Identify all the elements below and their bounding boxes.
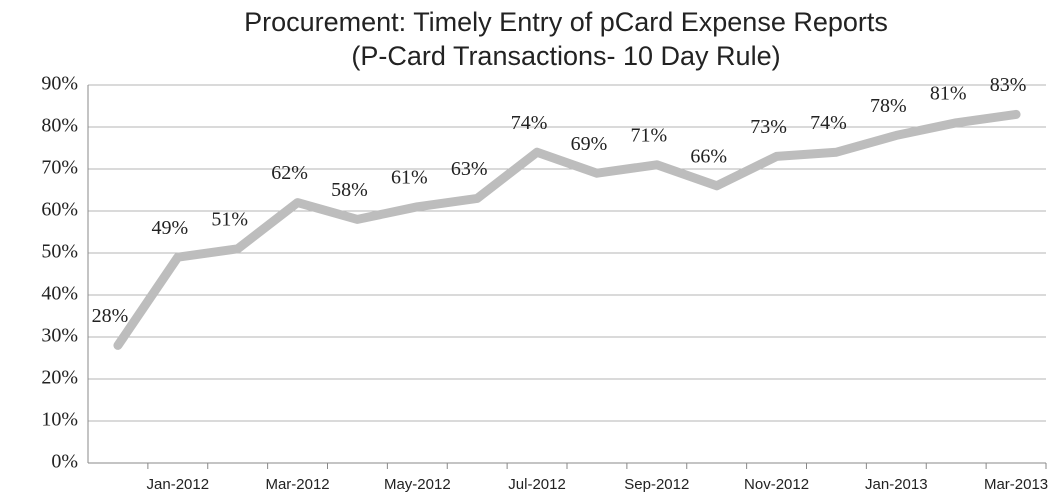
y-tick-label: 70% [41, 157, 78, 179]
y-tick-label: 80% [41, 115, 78, 137]
data-label: 81% [930, 82, 967, 104]
y-tick-label: 40% [41, 283, 78, 305]
x-tick-label: Mar-2013 [984, 476, 1048, 493]
data-label: 63% [451, 158, 488, 180]
x-tick-label: Jan-2013 [865, 476, 928, 493]
data-label: 74% [810, 112, 847, 134]
y-tick-label: 60% [41, 199, 78, 221]
data-label: 73% [750, 116, 787, 138]
data-label: 83% [990, 74, 1027, 96]
data-label: 71% [630, 124, 667, 146]
data-label: 51% [211, 208, 248, 230]
data-label: 28% [92, 305, 129, 327]
y-tick-label: 90% [41, 73, 78, 95]
x-tick-label: May-2012 [384, 476, 451, 493]
chart-subtitle: (P-Card Transactions- 10 Day Rule) [351, 41, 780, 71]
data-label: 62% [271, 162, 308, 184]
x-tick-label: Nov-2012 [744, 476, 809, 493]
data-label: 74% [511, 112, 548, 134]
y-tick-label: 30% [41, 325, 78, 347]
y-tick-label: 10% [41, 409, 78, 431]
line [113, 109, 1021, 350]
x-tick-label: Mar-2012 [265, 476, 329, 493]
x-tick-label: Jul-2012 [508, 476, 566, 493]
y-tick-label: 20% [41, 367, 78, 389]
y-tick-label: 0% [51, 451, 78, 473]
x-tick-label: Jan-2012 [147, 476, 210, 493]
chart-title: Procurement: Timely Entry of pCard Expen… [244, 7, 888, 37]
x-tick-label: Sep-2012 [624, 476, 689, 493]
data-label: 61% [391, 166, 428, 188]
data-label: 58% [331, 179, 368, 201]
y-tick-label: 50% [41, 241, 78, 263]
data-label: 66% [690, 145, 727, 167]
data-label: 49% [151, 217, 188, 239]
data-label: 78% [870, 95, 907, 117]
data-label: 69% [571, 133, 608, 155]
